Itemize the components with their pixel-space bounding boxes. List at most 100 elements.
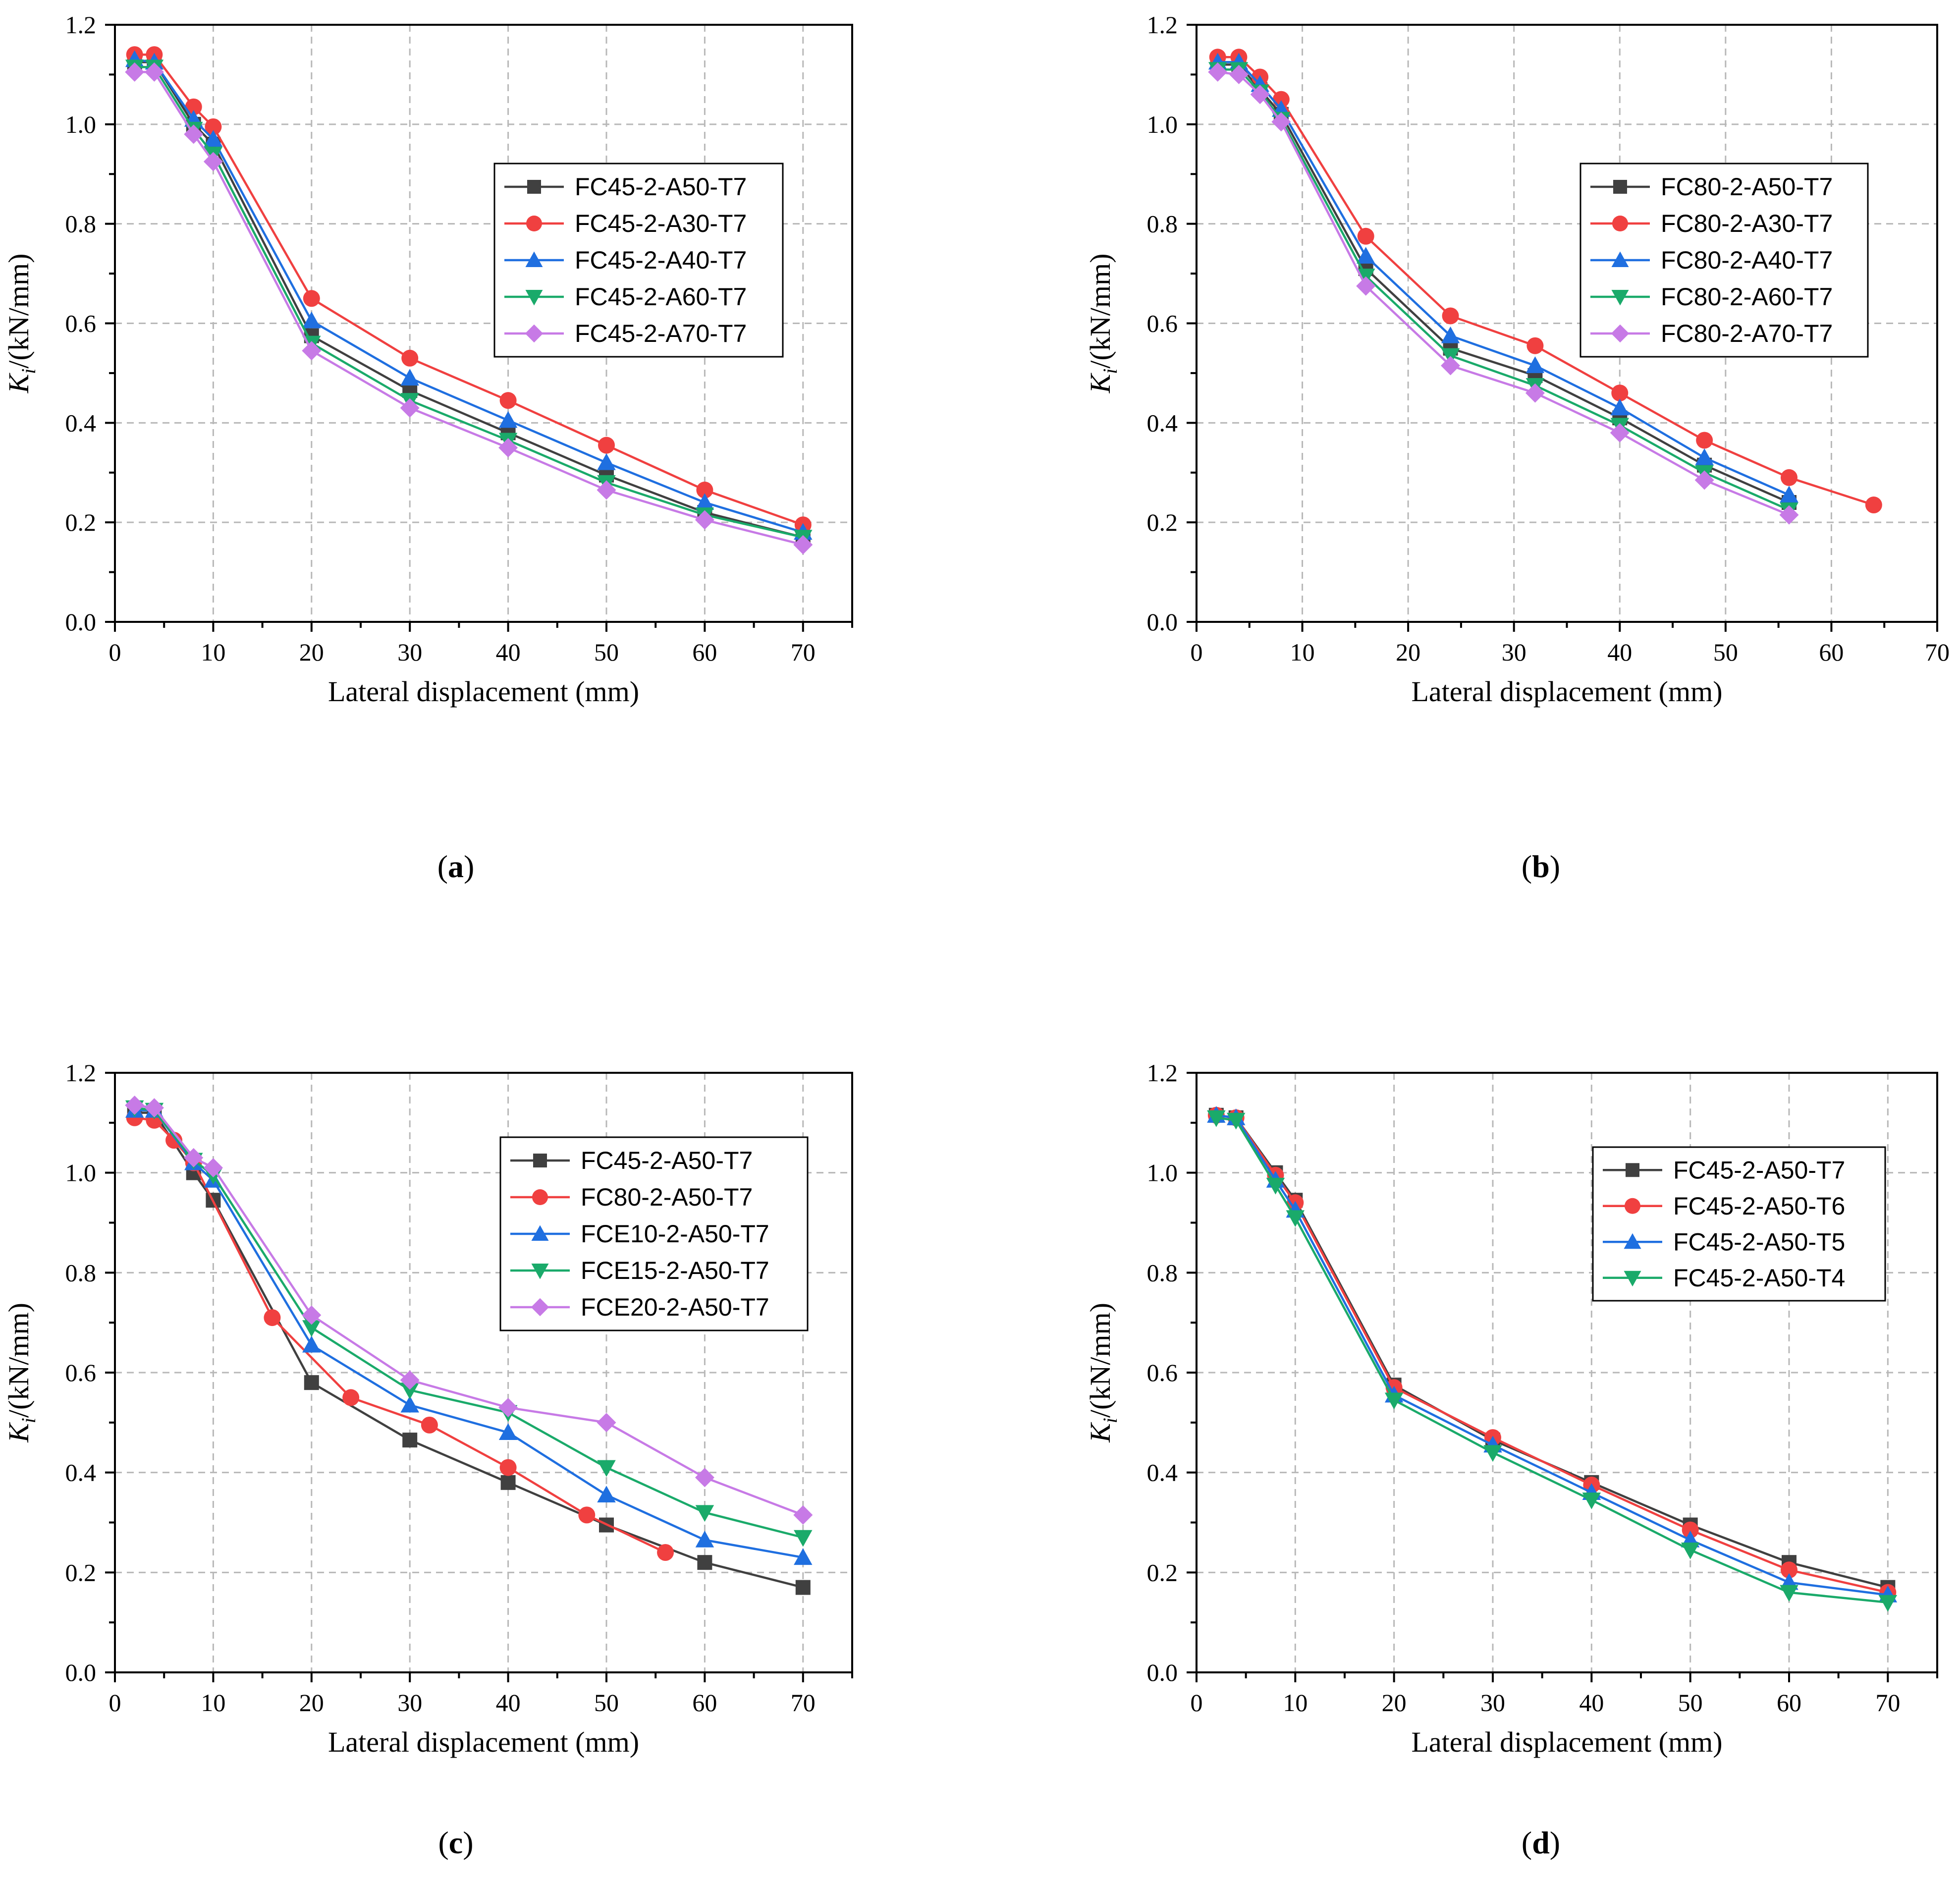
y-axis-unit: /(kN/mm) [2,254,35,369]
data-point [1356,247,1375,264]
x-tick-label: 0 [1191,638,1203,666]
data-point [598,437,615,454]
series-line [1216,1114,1888,1596]
data-point [1610,398,1630,416]
data-point [695,1531,714,1548]
y-tick-label: 0.8 [65,210,97,238]
caption-letter: a [448,849,464,884]
y-tick-label: 0.4 [1147,409,1178,437]
x-tick-label: 60 [1819,638,1844,666]
data-point [696,481,713,498]
data-point [500,1475,516,1490]
data-point [165,1132,183,1149]
legend-label: FC45-2-A50-T5 [1673,1228,1845,1256]
legend-label: FCE10-2-A50-T7 [581,1220,769,1248]
x-tick-label: 60 [692,1689,717,1716]
y-tick-label: 1.0 [1147,111,1178,138]
y-tick-label: 1.0 [1147,1159,1178,1187]
data-point [302,1320,321,1337]
y-tick-label: 0.8 [65,1259,97,1286]
data-point [1779,505,1799,525]
legend-marker [533,1154,547,1167]
legend-marker [1611,290,1629,306]
caption-paren: ( [437,849,448,884]
data-point [793,1505,813,1525]
legend-marker [531,1298,549,1317]
y-axis-subscript: i [17,369,40,374]
data-point [342,1389,360,1406]
y-tick-label: 0.2 [65,1558,97,1586]
data-point [794,1530,813,1547]
y-tick-label: 0.0 [65,608,97,636]
data-point [795,1580,811,1595]
data-point [695,1505,714,1522]
data-point [1696,432,1713,449]
data-point [303,290,320,307]
data-point [793,535,813,554]
y-axis-symbol: K [2,372,35,393]
y-axis-title: Ki/(kN/mm) [1084,1303,1121,1443]
data-point [400,369,419,386]
data-point [302,1335,321,1353]
data-point [400,1395,419,1413]
legend-box [1592,1146,1886,1302]
data-point [1286,1210,1305,1227]
x-tick-label: 40 [1579,1689,1604,1716]
y-tick-label: 0.4 [65,409,97,437]
series-line [134,1116,666,1554]
x-axis-title: Lateral displacement (mm) [328,1726,639,1758]
data-point [1878,1595,1898,1612]
x-tick-label: 70 [1925,638,1950,666]
x-tick-label: 0 [1191,1689,1203,1716]
x-tick-label: 50 [1678,1689,1703,1716]
data-point [302,341,322,361]
series-line [134,61,804,539]
legend-marker [1612,216,1628,231]
y-tick-label: 1.2 [1147,11,1178,39]
y-tick-label: 0.2 [1147,1558,1178,1586]
x-tick-label: 40 [1607,638,1632,666]
data-point [1681,1542,1700,1559]
data-point [304,1375,319,1390]
x-axis-title: Lateral displacement (mm) [1411,1726,1722,1758]
y-tick-label: 0.0 [1147,608,1178,636]
y-axis-unit: /(kN/mm) [1084,1303,1116,1418]
chart-panel-a: 0 10 20 30 40 50 60 70 0.0 0.2 0.4 0.6 0.8 1.0 1.2 Late… [2,11,853,884]
data-point [125,62,145,82]
legend-label: FC45-2-A30-T7 [575,210,747,237]
data-point [1610,423,1630,442]
data-point [1780,486,1798,502]
y-axis-title: Ki/(kN/mm) [2,1303,40,1443]
data-point [1356,276,1376,296]
caption-paren: ) [1550,1825,1560,1860]
legend-marker [527,180,541,194]
legend-label: FC45-2-A50-T6 [1673,1192,1845,1220]
legend-label: FC80-2-A40-T7 [1661,246,1833,274]
data-point [1611,385,1629,402]
panel-caption: (d) [1522,1825,1560,1860]
data-point [1250,85,1270,105]
data-point [402,1433,418,1448]
data-point [264,1309,281,1327]
series-line [1217,71,1790,516]
data-point [184,1148,204,1167]
x-tick-label: 30 [397,638,422,666]
x-tick-label: 0 [109,1689,121,1716]
legend-label: FC80-2-A60-T7 [1661,283,1833,311]
series-line [134,66,804,539]
data-point [597,1486,616,1503]
data-point [1525,356,1545,373]
legend-label: FC45-2-A70-T7 [575,320,747,347]
y-tick-label: 0.0 [1147,1659,1178,1686]
x-tick-label: 30 [1502,638,1526,666]
series-line [134,71,804,546]
y-tick-label: 1.2 [65,1059,97,1087]
legend-label: FC80-2-A30-T7 [1661,210,1833,237]
x-tick-label: 0 [109,638,121,666]
data-point [302,311,321,329]
data-point [125,1096,145,1115]
data-point [1525,383,1545,403]
y-tick-label: 0.2 [1147,508,1178,536]
caption-letter: c [449,1825,463,1860]
data-point [203,1158,223,1178]
